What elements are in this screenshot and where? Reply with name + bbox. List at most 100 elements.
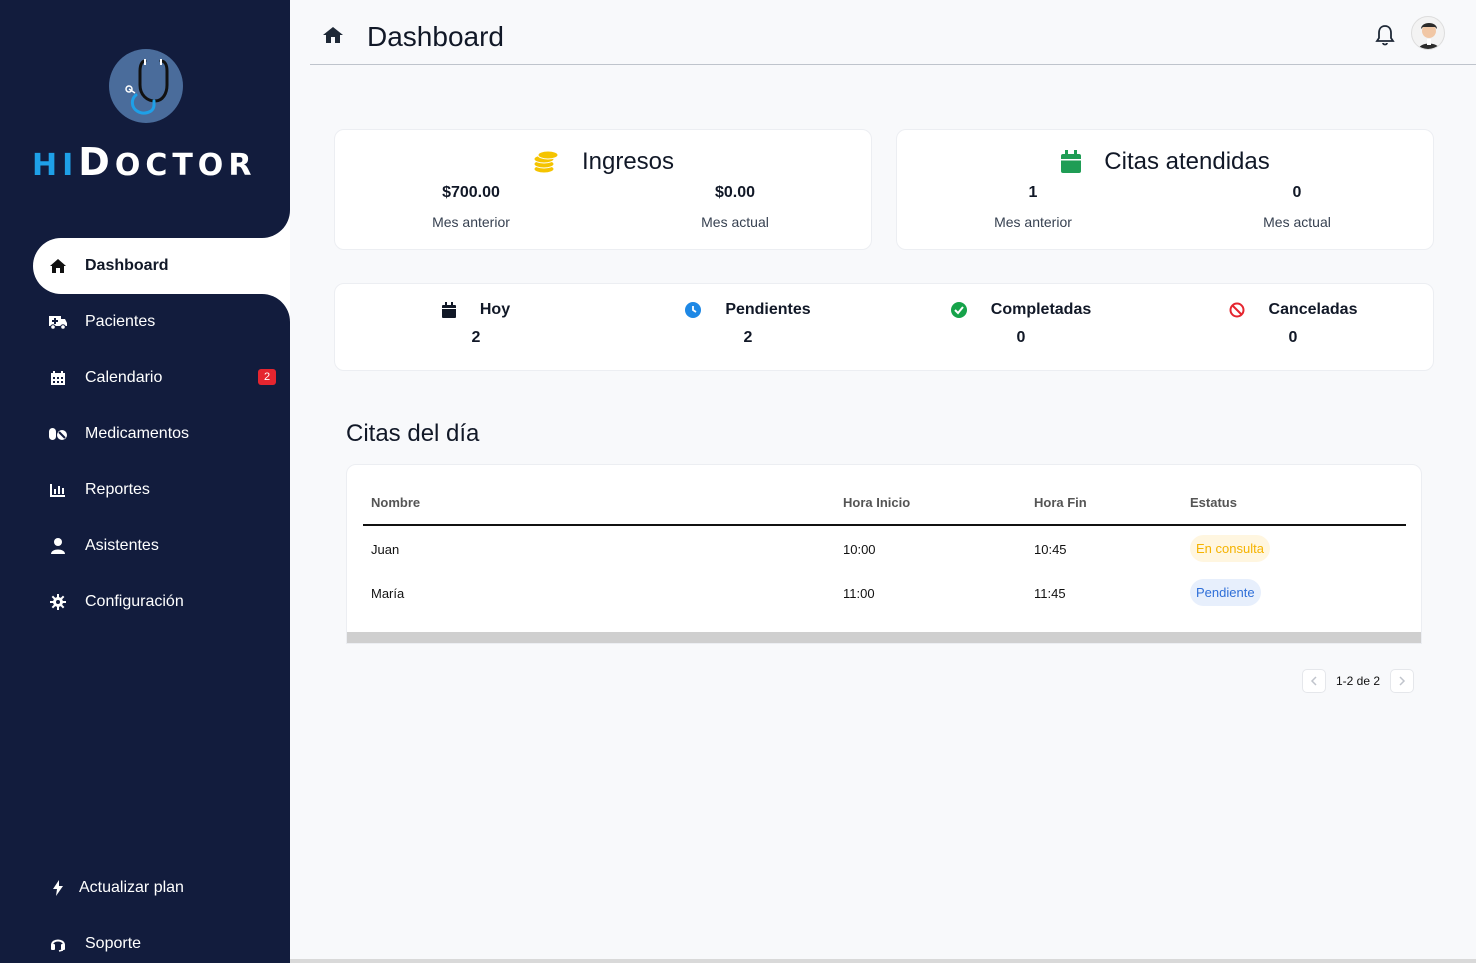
sidebar-item-label: Dashboard (85, 257, 169, 274)
sidebar-item-label: Configuración (85, 593, 184, 610)
avatar[interactable] (1411, 16, 1445, 50)
ingresos-curr-value: $0.00 (714, 184, 756, 201)
status-badge: En consulta (1190, 535, 1270, 562)
active-nav-curve-top (262, 210, 290, 238)
summary-pendientes-label: Pendientes (725, 301, 811, 318)
cell-nombre: María (371, 586, 405, 601)
sidebar-item-label: Pacientes (85, 313, 156, 330)
cell-hora-fin: 10:45 (1034, 542, 1067, 557)
next-page-button[interactable] (1390, 669, 1415, 693)
home-icon (48, 256, 68, 276)
prev-page-button[interactable] (1302, 669, 1326, 693)
summary-completadas-label: Completadas (990, 301, 1092, 318)
brand-rest: OCTOR (114, 148, 257, 183)
cell-hora-fin: 11:45 (1034, 586, 1066, 601)
pagination-info: 1-2 de 2 (1336, 674, 1381, 688)
sidebar-item-actualizar-plan[interactable]: Actualizar plan (33, 860, 290, 916)
sidebar-item-calendario[interactable]: Calendario 2 (33, 350, 290, 406)
citas-curr-label: Mes actual (1263, 214, 1331, 230)
calendar-icon (48, 368, 68, 388)
brand-d: D (78, 140, 115, 184)
status-badge: Pendiente (1190, 579, 1261, 606)
calendar-icon (1060, 150, 1082, 174)
citas-curr-value: 0 (1292, 184, 1302, 201)
citas-prev-label: Mes anterior (994, 214, 1072, 230)
bolt-icon (48, 878, 68, 898)
column-header-nombre[interactable]: Nombre (371, 495, 421, 510)
sidebar-item-label: Reportes (85, 481, 150, 498)
ban-icon (1229, 302, 1245, 318)
page-title: Dashboard (367, 21, 504, 52)
citas-curr: 0 Mes actual (1197, 184, 1397, 230)
citas-atendidas-card: Citas atendidas 1 Mes anterior 0 Mes act… (896, 129, 1434, 250)
ingresos-curr: $0.00 Mes actual (635, 184, 835, 230)
user-icon (48, 536, 68, 556)
sidebar-item-configuracion[interactable]: Configuración (33, 574, 290, 630)
column-header-estatus[interactable]: Estatus (1190, 495, 1237, 510)
sidebar-item-dashboard[interactable]: Dashboard (33, 238, 290, 294)
stethoscope-logo-icon (109, 49, 183, 123)
pills-icon (48, 424, 68, 444)
sidebar-item-medicamentos[interactable]: Medicamentos (33, 406, 290, 462)
summary-canceladas-value: 0 (1288, 329, 1298, 346)
ingresos-card: Ingresos $700.00 Mes anterior $0.00 Mes … (334, 129, 872, 250)
brand-name: HIDOCTOR (32, 140, 256, 184)
citas-atendidas-title-text: Citas atendidas (1104, 148, 1270, 175)
sidebar-item-asistentes[interactable]: Asistentes (33, 518, 290, 574)
sidebar-item-pacientes[interactable]: Pacientes (33, 294, 290, 350)
summary-hoy-label: Hoy (479, 301, 511, 318)
ingresos-title-text: Ingresos (581, 148, 675, 175)
sidebar-item-label: Actualizar plan (79, 879, 184, 896)
brand-area: HIDOCTOR (0, 0, 290, 238)
chevron-right-icon (1399, 676, 1406, 686)
column-header-hora-fin[interactable]: Hora Fin (1034, 495, 1087, 510)
cell-hora-inicio: 10:00 (843, 542, 876, 557)
sidebar-item-reportes[interactable]: Reportes (33, 462, 290, 518)
ingresos-curr-label: Mes actual (701, 214, 769, 230)
horizontal-scrollbar[interactable] (347, 632, 1421, 643)
pagination: 1-2 de 2 (1302, 668, 1415, 694)
citas-atendidas-title: Citas atendidas (897, 148, 1433, 176)
table-header-divider (363, 524, 1406, 526)
ingresos-prev-value: $700.00 (442, 184, 500, 201)
headset-icon (48, 934, 68, 954)
calendar-icon (441, 302, 456, 318)
sidebar-item-soporte[interactable]: Soporte (33, 916, 290, 963)
sidebar-item-label: Calendario (85, 369, 163, 386)
summary-pendientes: Pendientes 2 (618, 301, 878, 347)
ambulance-icon (48, 312, 68, 332)
ingresos-prev-label: Mes anterior (432, 214, 510, 230)
coins-icon (532, 149, 560, 175)
chevron-left-icon (1310, 676, 1317, 686)
gear-icon (48, 592, 68, 612)
summary-pendientes-value: 2 (743, 329, 753, 346)
bell-icon[interactable] (1375, 24, 1395, 51)
notification-badge: 2 (258, 369, 276, 385)
summary-card: Hoy 2 Pendientes 2 Completadas 0 Cancela… (334, 283, 1434, 371)
chart-icon (48, 480, 68, 500)
top-header: Dashboard (310, 0, 1476, 65)
check-circle-icon (950, 302, 967, 318)
bottom-divider (290, 959, 1476, 963)
citas-del-dia-title: Citas del día (346, 420, 480, 447)
citas-table: Nombre Hora Inicio Hora Fin Estatus Juan… (346, 464, 1422, 644)
sidebar-item-label: Medicamentos (85, 425, 190, 442)
sidebar: HIDOCTOR Dashboard Pacientes Calendario … (0, 0, 290, 963)
ingresos-prev: $700.00 Mes anterior (371, 184, 571, 230)
home-icon (322, 26, 344, 49)
brand-hi: HI (32, 148, 79, 183)
citas-prev-value: 1 (1028, 184, 1038, 201)
summary-canceladas: Canceladas 0 (1163, 301, 1423, 347)
summary-completadas: Completadas 0 (891, 301, 1151, 347)
summary-canceladas-label: Canceladas (1268, 301, 1358, 318)
active-nav-curve-bottom (262, 294, 290, 322)
summary-completadas-value: 0 (1016, 329, 1026, 346)
sidebar-item-label: Soporte (85, 935, 142, 952)
clock-icon (685, 302, 702, 318)
summary-hoy: Hoy 2 (346, 301, 606, 347)
citas-prev: 1 Mes anterior (933, 184, 1133, 230)
cell-nombre: Juan (371, 542, 400, 557)
column-header-hora-inicio[interactable]: Hora Inicio (843, 495, 911, 510)
cell-hora-inicio: 11:00 (843, 586, 875, 601)
ingresos-title: Ingresos (335, 148, 871, 176)
